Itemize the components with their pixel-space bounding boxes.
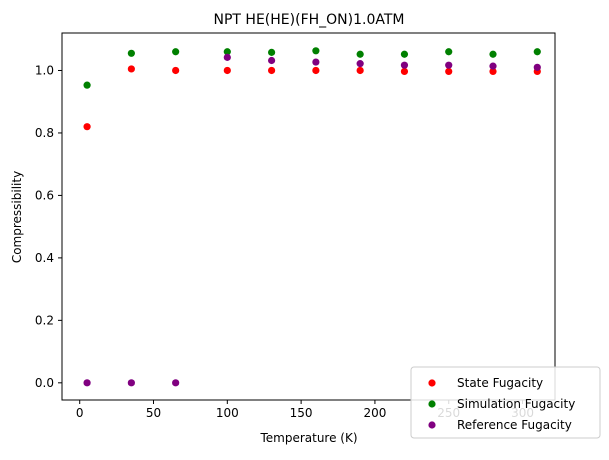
reference-fugacity-point <box>312 58 320 66</box>
simulation-fugacity-point <box>267 48 276 56</box>
state-fugacity-point <box>489 67 497 76</box>
state-fugacity-point <box>312 66 320 75</box>
reference-fugacity-point <box>83 379 91 387</box>
state-fugacity-point <box>223 66 231 75</box>
x-axis-label: Temperature (K) <box>259 431 357 445</box>
simulation-fugacity-point <box>400 50 409 58</box>
legend-box <box>410 366 601 439</box>
simulation-fugacity-point <box>356 50 364 58</box>
state-fugacity-point <box>127 65 135 73</box>
x-tick-label: 200 <box>363 406 386 420</box>
legend: State Fugacity Simulation Fugacity Referen… <box>410 366 601 439</box>
reference-fugacity-point <box>127 379 135 387</box>
state-fugacity-point <box>172 66 180 75</box>
plot-frame <box>61 32 556 401</box>
legend-label-simulation-fugacity: Simulation Fugacity <box>457 397 575 411</box>
reference-fugacity-point <box>400 61 409 69</box>
legend-marker-simulation-fugacity <box>428 400 436 408</box>
simulation-fugacity-point <box>445 48 453 56</box>
reference-fugacity-point <box>445 61 453 69</box>
simulation-fugacity-point <box>533 48 541 56</box>
state-fugacity-point <box>83 123 91 131</box>
y-tick-label: 1.0 <box>35 63 54 77</box>
x-tick-label: 50 <box>146 406 161 420</box>
x-tick-label: 0 <box>76 406 84 420</box>
state-fugacity-point <box>356 66 364 75</box>
reference-fugacity-point <box>356 60 364 68</box>
simulation-fugacity-point <box>172 48 180 56</box>
y-tick-label: 0.4 <box>35 251 54 265</box>
x-tick-label: 150 <box>290 406 313 420</box>
reference-fugacity-point <box>172 379 180 387</box>
simulation-fugacity-point <box>223 48 231 56</box>
state-fugacity-point <box>267 66 276 75</box>
chart-title: NPT HE(HE)(FH_ON)1.0ATM <box>214 12 405 28</box>
legend-label-state-fugacity: State Fugacity <box>457 376 543 390</box>
y-axis: 0.0 0.2 0.4 0.6 0.8 1.0 <box>35 63 62 390</box>
data-points <box>83 47 541 387</box>
y-axis-label: Compressibility <box>10 171 24 263</box>
y-tick-label: 0.2 <box>35 313 54 327</box>
y-tick-label: 0.0 <box>35 376 54 390</box>
reference-fugacity-point <box>489 62 497 70</box>
x-tick-label: 100 <box>216 406 239 420</box>
y-tick-label: 0.6 <box>35 188 54 202</box>
legend-marker-state-fugacity <box>428 379 436 387</box>
legend-marker-reference-fugacity <box>428 421 436 429</box>
reference-fugacity-point <box>267 56 276 65</box>
state-fugacity-point <box>445 67 453 76</box>
simulation-fugacity-point <box>127 49 135 57</box>
simulation-fugacity-point <box>312 47 320 55</box>
legend-label-reference-fugacity: Reference Fugacity <box>457 418 572 432</box>
y-tick-label: 0.8 <box>35 126 54 140</box>
reference-fugacity-point <box>223 53 231 61</box>
simulation-fugacity-point <box>489 50 497 58</box>
simulation-fugacity-point <box>83 81 91 89</box>
reference-fugacity-point <box>533 63 541 71</box>
state-fugacity-point <box>400 67 409 76</box>
